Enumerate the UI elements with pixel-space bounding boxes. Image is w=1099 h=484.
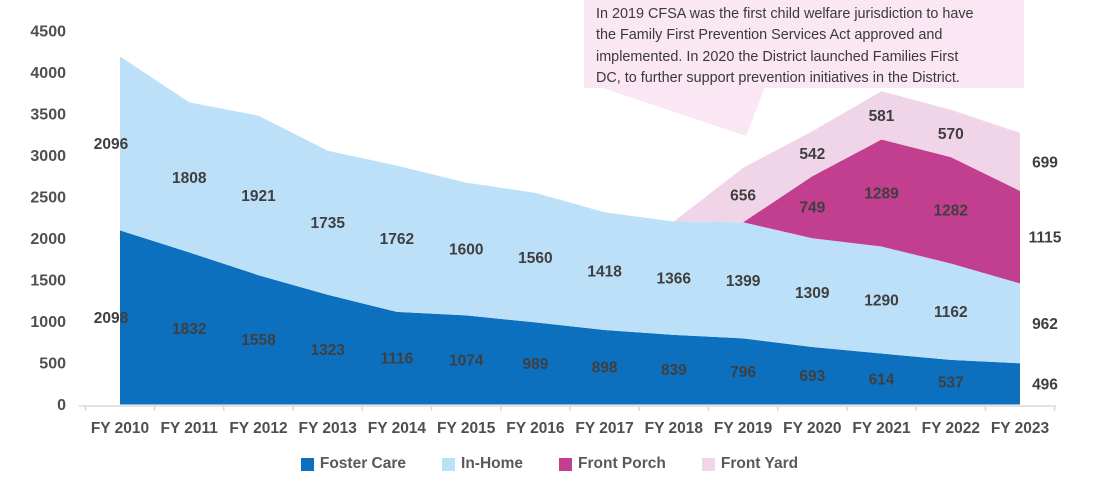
data-label-foster-care: 1832 — [172, 321, 206, 338]
legend-label: Front Porch — [578, 455, 666, 472]
y-axis-label: 3000 — [30, 148, 66, 165]
data-label-in-home: 1762 — [380, 231, 414, 248]
y-axis-label: 4500 — [30, 24, 66, 41]
data-label-in-home: 1366 — [657, 271, 692, 288]
data-label-foster-care: 693 — [799, 368, 825, 385]
data-label-front-yard: 656 — [730, 188, 756, 205]
legend-swatch-front-yard — [701, 457, 715, 471]
y-axis-label: 2500 — [30, 190, 66, 207]
data-label-foster-care: 796 — [730, 364, 756, 381]
x-axis-label: FY 2019 — [714, 420, 773, 437]
data-label-in-home: 1560 — [518, 250, 552, 267]
annotation-pointer — [600, 87, 765, 136]
legend-swatch-foster-care — [300, 457, 314, 471]
data-label-in-home: 1162 — [934, 304, 968, 321]
data-label-front-porch: 749 — [799, 200, 825, 217]
data-label-in-home: 962 — [1032, 316, 1058, 333]
area-foster-care — [120, 230, 1020, 405]
data-label-front-yard: 581 — [869, 108, 895, 125]
x-axis-label: FY 2020 — [783, 420, 841, 437]
area-in-home — [120, 56, 1020, 364]
data-label-foster-care: 1558 — [241, 332, 276, 349]
legend-item-in-home: In-Home — [442, 455, 523, 473]
data-label-foster-care: 614 — [869, 371, 895, 388]
data-label-front-porch: 1115 — [1029, 230, 1062, 247]
x-axis-label: FY 2013 — [299, 420, 358, 437]
data-label-front-porch: 1289 — [864, 185, 899, 202]
annotation-text-line: DC, to further support prevention initia… — [596, 70, 960, 87]
y-axis-label: 4000 — [30, 65, 66, 82]
data-label-foster-care: 989 — [522, 356, 548, 373]
y-axis-label: 1500 — [30, 273, 66, 290]
data-label-in-home: 1418 — [587, 264, 622, 281]
x-axis-label: FY 2022 — [922, 420, 980, 437]
legend-label: Front Yard — [720, 455, 799, 472]
data-label-foster-care: 2098 — [94, 310, 129, 327]
data-label-foster-care: 839 — [661, 362, 687, 379]
area-front-porch — [120, 56, 1020, 284]
legend-label: Foster Care — [319, 455, 407, 472]
data-label-in-home: 1735 — [310, 215, 345, 232]
y-axis-label: 0 — [57, 397, 66, 414]
data-label-foster-care: 1074 — [449, 352, 484, 369]
data-label-front-yard: 542 — [799, 146, 825, 163]
x-axis-label: FY 2011 — [160, 420, 218, 437]
y-axis-label: 500 — [39, 356, 66, 373]
y-axis-label: 2000 — [30, 231, 66, 248]
data-label-foster-care: 1323 — [310, 342, 345, 359]
data-label-front-yard: 699 — [1032, 154, 1058, 171]
legend-swatch-front-porch — [559, 457, 573, 471]
data-label-front-porch: 1282 — [934, 203, 968, 220]
x-axis-label: FY 2014 — [368, 420, 427, 437]
data-label-in-home: 1600 — [449, 241, 483, 258]
data-label-front-yard: 570 — [938, 126, 964, 143]
x-axis-label: FY 2021 — [852, 420, 911, 437]
y-axis-label: 1000 — [30, 314, 66, 331]
x-axis-label: FY 2015 — [437, 420, 496, 437]
data-label-foster-care: 537 — [938, 375, 964, 392]
annotation-text-line: implemented. In 2020 the District launch… — [596, 48, 959, 65]
x-axis-label: FY 2017 — [575, 420, 633, 437]
data-label-foster-care: 1116 — [381, 351, 414, 368]
x-axis-label: FY 2018 — [645, 420, 704, 437]
data-label-in-home: 1921 — [241, 188, 276, 205]
chart-legend: Foster Care In-Home Front Porch Front Yard — [0, 451, 1099, 477]
data-label-in-home: 2096 — [94, 136, 129, 153]
area-front-yard — [120, 56, 1020, 223]
legend-swatch-in-home — [442, 457, 456, 471]
annotation-callout: In 2019 CFSA was the first child welfare… — [584, 0, 1024, 88]
x-axis-label: FY 2012 — [229, 420, 287, 437]
data-label-in-home: 1399 — [726, 273, 761, 290]
legend-item-front-porch: Front Porch — [559, 455, 666, 473]
annotation-text-line: In 2019 CFSA was the first child welfare… — [596, 6, 974, 22]
legend-item-foster-care: Foster Care — [300, 455, 407, 473]
legend-label: In-Home — [461, 455, 524, 472]
x-axis-label: FY 2023 — [991, 420, 1050, 437]
data-label-in-home: 1808 — [172, 170, 207, 187]
annotation-text-line: the Family First Prevention Services Act… — [596, 27, 943, 44]
x-axis-label: FY 2016 — [506, 420, 565, 437]
y-axis-label: 3500 — [30, 107, 66, 124]
data-label-foster-care: 898 — [592, 360, 618, 377]
data-label-in-home: 1309 — [795, 285, 830, 302]
data-label-foster-care: 496 — [1032, 376, 1058, 393]
legend-item-front-yard: Front Yard — [701, 455, 799, 473]
x-axis-label: FY 2010 — [91, 420, 149, 437]
data-label-in-home: 1290 — [864, 292, 898, 309]
